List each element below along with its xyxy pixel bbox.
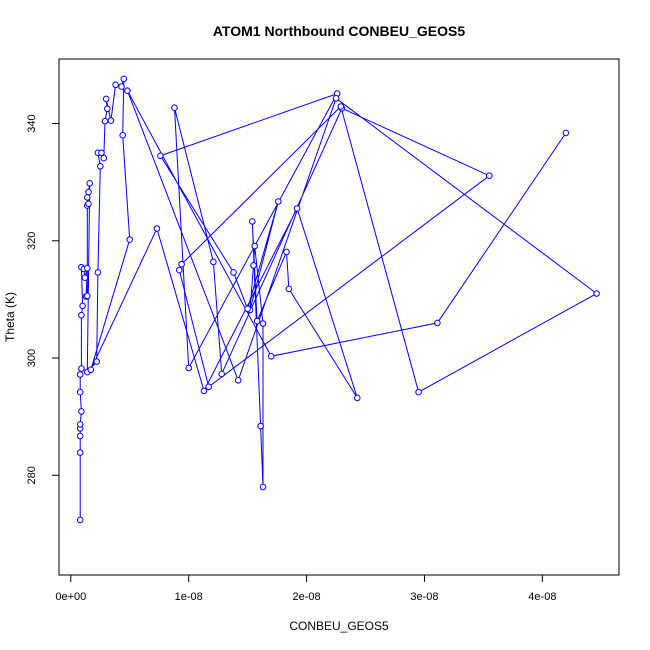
data-point <box>593 290 600 297</box>
data-point <box>87 366 95 374</box>
data-point <box>234 377 242 384</box>
data-point <box>76 449 84 456</box>
data-point <box>285 285 293 293</box>
data-point <box>93 358 100 365</box>
data-point <box>354 394 361 402</box>
data-point <box>100 154 108 162</box>
x-axis-label: CONBEU_GEOS5 <box>289 619 389 633</box>
data-point <box>253 317 261 325</box>
data-point <box>176 266 183 274</box>
data-point <box>94 269 102 276</box>
data-point <box>267 353 275 360</box>
y-tick-label: 320 <box>26 232 38 250</box>
data-point <box>153 225 161 232</box>
x-tick-label: 1e-08 <box>175 591 203 603</box>
data-point <box>79 302 86 310</box>
data-point <box>84 265 91 272</box>
data-point <box>76 421 84 428</box>
data-point <box>76 371 84 378</box>
data-point <box>85 188 92 196</box>
data-point <box>210 258 217 266</box>
chart-title: ATOM1 Northbound CONBEU_GEOS5 <box>213 23 465 39</box>
data-point <box>107 117 115 124</box>
data-point <box>97 163 104 170</box>
data-point <box>119 131 126 139</box>
data-point <box>230 269 237 276</box>
data-point <box>84 194 91 201</box>
data-point <box>200 387 208 395</box>
y-axis-label: Theta (K) <box>3 292 17 342</box>
data-point <box>84 292 91 300</box>
data-point <box>126 236 133 243</box>
data-point <box>104 105 111 113</box>
y-tick-label: 280 <box>26 466 38 484</box>
data-point <box>157 152 164 160</box>
x-tick-label: 3e-08 <box>410 591 438 603</box>
data-point <box>78 311 85 319</box>
data-point <box>81 274 89 282</box>
x-axis: 0e+00 1e-08 2e-08 3e-08 4e-08 <box>55 574 556 603</box>
data-point <box>257 422 264 430</box>
data-point <box>415 388 422 396</box>
y-tick-label: 340 <box>26 114 38 132</box>
data-point <box>185 364 192 372</box>
data-point <box>78 365 85 372</box>
y-tick-label: 300 <box>26 349 38 367</box>
x-tick-label: 4e-08 <box>528 591 556 603</box>
data-point <box>251 242 258 250</box>
data-point <box>76 388 84 396</box>
data-point <box>244 305 251 313</box>
data-point <box>112 81 119 89</box>
series-line <box>79 78 598 520</box>
data-point <box>205 383 212 391</box>
data-point <box>101 117 109 125</box>
data-point <box>118 83 125 90</box>
data-point <box>562 129 570 137</box>
data-point <box>76 432 84 440</box>
data-point <box>275 198 282 205</box>
plot-area <box>76 75 600 524</box>
x-tick-label: 0e+00 <box>55 591 86 603</box>
data-point <box>259 320 267 327</box>
x-tick-label: 2e-08 <box>293 591 321 603</box>
data-point <box>85 200 92 208</box>
data-point <box>332 95 340 102</box>
data-point <box>434 319 441 327</box>
data-point <box>218 370 225 378</box>
data-point <box>120 75 128 83</box>
data-point <box>76 516 84 524</box>
data-point <box>337 103 345 110</box>
data-point <box>283 248 290 256</box>
data-point <box>86 180 93 187</box>
data-point <box>102 95 110 103</box>
data-point <box>249 218 256 225</box>
data-point <box>259 483 267 491</box>
data-point <box>250 262 257 269</box>
data-point <box>124 87 131 94</box>
data-point <box>486 172 493 179</box>
y-axis: 280 300 320 340 <box>26 114 60 484</box>
data-point <box>78 408 85 415</box>
data-point <box>98 149 105 157</box>
data-point <box>178 260 185 268</box>
data-point <box>293 205 301 212</box>
data-point <box>171 104 178 111</box>
